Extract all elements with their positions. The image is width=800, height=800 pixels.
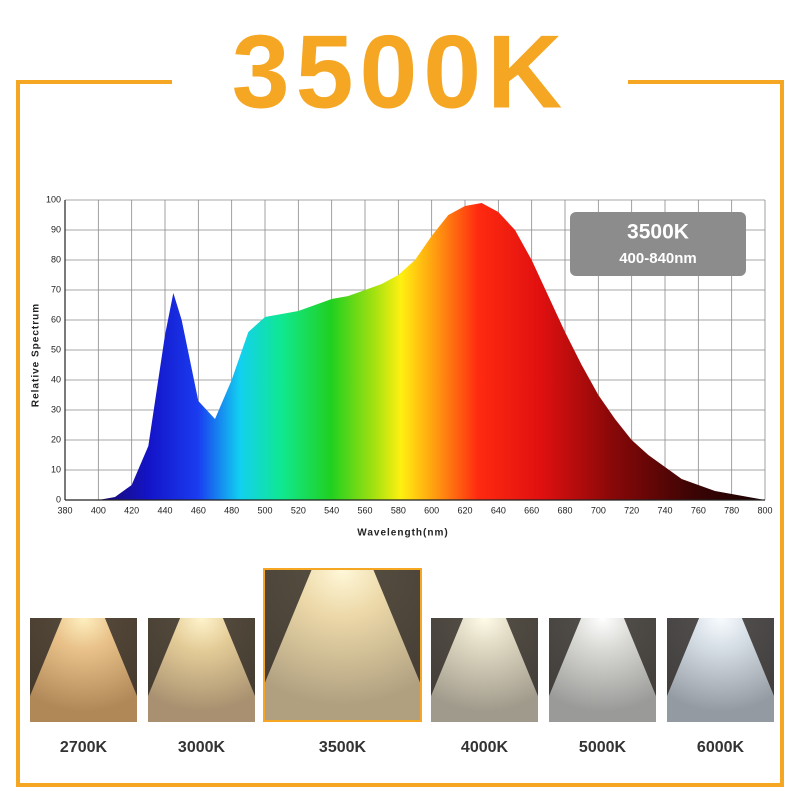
y-tick-label: 20 bbox=[51, 434, 61, 444]
x-tick-label: 400 bbox=[91, 505, 106, 515]
badge-subtitle: 400-840nm bbox=[619, 250, 697, 267]
x-tick-label: 700 bbox=[591, 505, 606, 515]
x-tick-label: 440 bbox=[157, 505, 172, 515]
x-tick-label: 380 bbox=[57, 505, 72, 515]
swatch-shadow bbox=[549, 618, 656, 696]
x-tick-label: 600 bbox=[424, 505, 439, 515]
y-tick-label: 60 bbox=[51, 314, 61, 324]
y-tick-label: 40 bbox=[51, 374, 61, 384]
swatch-shadow bbox=[265, 570, 420, 683]
y-tick-label: 0 bbox=[56, 494, 61, 504]
x-tick-label: 460 bbox=[191, 505, 206, 515]
x-tick-label: 720 bbox=[624, 505, 639, 515]
swatch-label: 6000K bbox=[697, 739, 745, 756]
swatch-shadow bbox=[148, 618, 255, 696]
swatch-label: 3500K bbox=[319, 739, 367, 756]
x-tick-label: 560 bbox=[357, 505, 372, 515]
y-tick-label: 70 bbox=[51, 284, 61, 294]
y-tick-label: 10 bbox=[51, 464, 61, 474]
y-tick-label: 100 bbox=[46, 194, 61, 204]
x-tick-label: 620 bbox=[457, 505, 472, 515]
x-tick-label: 680 bbox=[557, 505, 572, 515]
badge-title: 3500K bbox=[627, 221, 689, 244]
swatch-shadow bbox=[431, 618, 538, 696]
x-axis-label: Wavelength(nm) bbox=[357, 528, 448, 539]
swatch-shadow bbox=[667, 618, 774, 696]
swatch-label: 3000K bbox=[178, 739, 226, 756]
x-tick-label: 740 bbox=[657, 505, 672, 515]
x-tick-label: 480 bbox=[224, 505, 239, 515]
x-tick-label: 760 bbox=[691, 505, 706, 515]
x-tick-label: 800 bbox=[757, 505, 772, 515]
x-tick-label: 520 bbox=[291, 505, 306, 515]
x-tick-label: 500 bbox=[257, 505, 272, 515]
y-tick-label: 80 bbox=[51, 254, 61, 264]
spectrum-area bbox=[65, 203, 765, 500]
y-axis-label: Relative Spectrum bbox=[31, 303, 42, 407]
swatch-label: 4000K bbox=[461, 739, 509, 756]
x-tick-label: 540 bbox=[324, 505, 339, 515]
y-tick-label: 50 bbox=[51, 344, 61, 354]
swatch-label: 5000K bbox=[579, 739, 627, 756]
plot: 0 10 20 30 40 50 60 70 80 90 100 380 400 420 440 460 480… bbox=[46, 194, 773, 515]
x-tick-label: 640 bbox=[491, 505, 506, 515]
x-tick-label: 580 bbox=[391, 505, 406, 515]
swatches: 2700K 3000K 3500K 4000K 5000K 6000K bbox=[30, 568, 774, 756]
frame bbox=[16, 80, 784, 787]
x-tick-label: 780 bbox=[724, 505, 739, 515]
x-tick-label: 420 bbox=[124, 505, 139, 515]
badge bbox=[570, 212, 746, 276]
swatch-label: 2700K bbox=[60, 739, 108, 756]
y-tick-label: 30 bbox=[51, 404, 61, 414]
header-title: 3500K bbox=[232, 14, 568, 130]
x-tick-label: 660 bbox=[524, 505, 539, 515]
swatch-shadow bbox=[30, 618, 137, 696]
y-tick-label: 90 bbox=[51, 224, 61, 234]
